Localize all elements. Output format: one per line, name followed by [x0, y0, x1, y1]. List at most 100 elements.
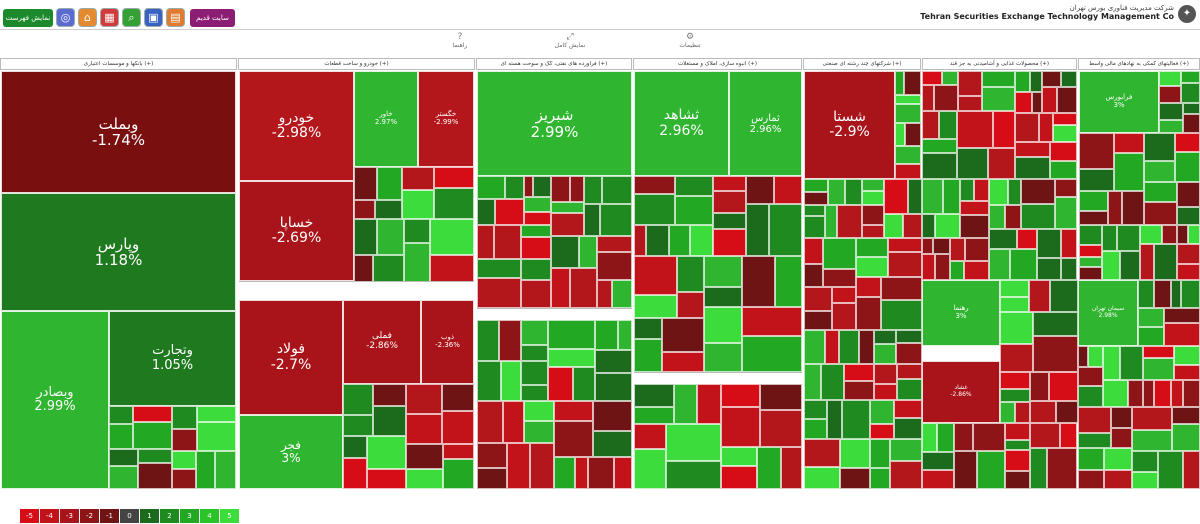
stock-tile[interactable]: [1172, 424, 1200, 451]
stock-tile[interactable]: [1033, 312, 1078, 336]
stock-tile[interactable]: [828, 179, 845, 205]
stock-tile[interactable]: [477, 259, 521, 278]
stock-tile[interactable]: [1049, 372, 1078, 401]
stock-tile[interactable]: [713, 191, 746, 213]
stock-tile[interactable]: [1177, 244, 1200, 264]
stock-tile[interactable]: خساپا -2.69%: [239, 181, 354, 281]
stock-tile[interactable]: [894, 418, 922, 439]
stock-tile[interactable]: [593, 401, 632, 431]
stock-tile[interactable]: [554, 421, 593, 457]
stock-tile[interactable]: [804, 311, 832, 330]
stock-tile[interactable]: [634, 384, 674, 407]
stock-tile[interactable]: [832, 303, 856, 330]
stock-tile[interactable]: [377, 219, 404, 255]
stock-tile[interactable]: [957, 148, 988, 179]
stock-tile[interactable]: [874, 330, 896, 344]
stock-tile[interactable]: [343, 436, 367, 458]
home-icon[interactable]: ⌂: [78, 8, 97, 27]
stock-tile[interactable]: [888, 252, 922, 277]
stock-tile[interactable]: [521, 237, 551, 259]
stock-tile[interactable]: [1079, 245, 1102, 257]
stock-tile[interactable]: [501, 361, 521, 401]
stock-tile[interactable]: [521, 259, 551, 280]
stock-tile[interactable]: [109, 466, 138, 489]
stock-tile[interactable]: [618, 320, 632, 350]
stock-tile[interactable]: [874, 344, 896, 364]
stock-tile[interactable]: [595, 350, 632, 373]
stock-tile[interactable]: [922, 423, 937, 452]
stock-tile[interactable]: [197, 406, 236, 422]
stock-tile[interactable]: [840, 468, 870, 489]
stock-tile[interactable]: [839, 330, 859, 364]
stock-tile[interactable]: [957, 111, 993, 148]
stock-tile[interactable]: [1015, 71, 1030, 92]
stock-tile[interactable]: [1183, 451, 1200, 489]
stock-tile[interactable]: [884, 179, 908, 214]
stock-tile[interactable]: [823, 269, 856, 287]
stock-tile[interactable]: [477, 401, 503, 443]
stock-tile[interactable]: [434, 188, 474, 219]
stock-tile[interactable]: [922, 179, 943, 214]
stock-tile[interactable]: [1154, 280, 1171, 308]
stock-tile[interactable]: [584, 204, 600, 236]
stock-tile[interactable]: [551, 176, 570, 202]
stock-tile[interactable]: [1088, 346, 1103, 367]
stock-tile[interactable]: [1078, 367, 1103, 386]
stock-tile[interactable]: [1144, 161, 1175, 182]
stock-tile[interactable]: [804, 205, 825, 216]
stock-tile[interactable]: [443, 444, 474, 459]
stock-tile[interactable]: [551, 202, 584, 213]
stock-tile[interactable]: [477, 225, 494, 259]
stock-tile[interactable]: [1030, 423, 1060, 448]
stock-tile[interactable]: [905, 123, 921, 146]
stock-tile[interactable]: [662, 318, 704, 352]
stock-tile[interactable]: [950, 238, 965, 261]
stock-tile[interactable]: [677, 256, 704, 292]
stock-tile[interactable]: [1132, 472, 1158, 489]
stock-tile[interactable]: [1079, 267, 1102, 280]
stock-tile[interactable]: [406, 384, 442, 414]
stock-tile[interactable]: [760, 384, 802, 410]
stock-tile[interactable]: [942, 71, 958, 85]
stock-tile[interactable]: [1177, 225, 1188, 244]
stock-tile[interactable]: [1120, 346, 1143, 380]
stock-tile[interactable]: [1000, 372, 1030, 389]
stock-tile[interactable]: [600, 204, 632, 236]
stock-tile[interactable]: [804, 419, 827, 439]
stock-tile[interactable]: [548, 367, 573, 401]
stock-tile[interactable]: [579, 236, 597, 268]
stock-tile[interactable]: [1000, 344, 1033, 372]
stock-tile[interactable]: [742, 336, 802, 372]
stock-tile[interactable]: [704, 307, 742, 343]
stock-tile[interactable]: [982, 87, 1015, 111]
stock-tile[interactable]: [954, 451, 977, 489]
stock-tile[interactable]: [1015, 142, 1050, 157]
stock-tile[interactable]: [675, 196, 713, 225]
stock-tile[interactable]: [895, 164, 921, 179]
stock-tile[interactable]: [1061, 71, 1077, 87]
stock-tile[interactable]: [845, 179, 862, 205]
stock-tile[interactable]: [989, 179, 1008, 205]
stock-tile[interactable]: ذوب -2.36%: [421, 300, 474, 384]
stock-tile[interactable]: [1114, 153, 1144, 191]
stock-tile[interactable]: [721, 384, 760, 407]
stock-tile[interactable]: [551, 268, 570, 308]
stock-tile[interactable]: [1008, 179, 1021, 205]
stock-tile[interactable]: [904, 71, 921, 95]
stock-tile[interactable]: [477, 443, 507, 468]
stock-tile[interactable]: [524, 212, 551, 225]
stock-tile[interactable]: [1104, 448, 1132, 470]
compass-icon[interactable]: ◎: [56, 8, 75, 27]
sector-title[interactable]: فعالیتهای کمکی به نهادهای مالی واسط (+): [1078, 58, 1200, 70]
stock-tile[interactable]: [704, 287, 742, 307]
stock-tile[interactable]: [197, 422, 236, 451]
stock-tile[interactable]: [890, 439, 922, 461]
stock-tile[interactable]: [1060, 423, 1077, 448]
stock-tile[interactable]: [1030, 401, 1056, 423]
stock-tile[interactable]: [896, 330, 922, 343]
stock-tile[interactable]: [870, 400, 894, 424]
stock-tile[interactable]: [844, 381, 874, 400]
stock-tile[interactable]: [1102, 225, 1117, 251]
stock-tile[interactable]: [1057, 87, 1077, 113]
stock-tile[interactable]: [554, 401, 593, 421]
